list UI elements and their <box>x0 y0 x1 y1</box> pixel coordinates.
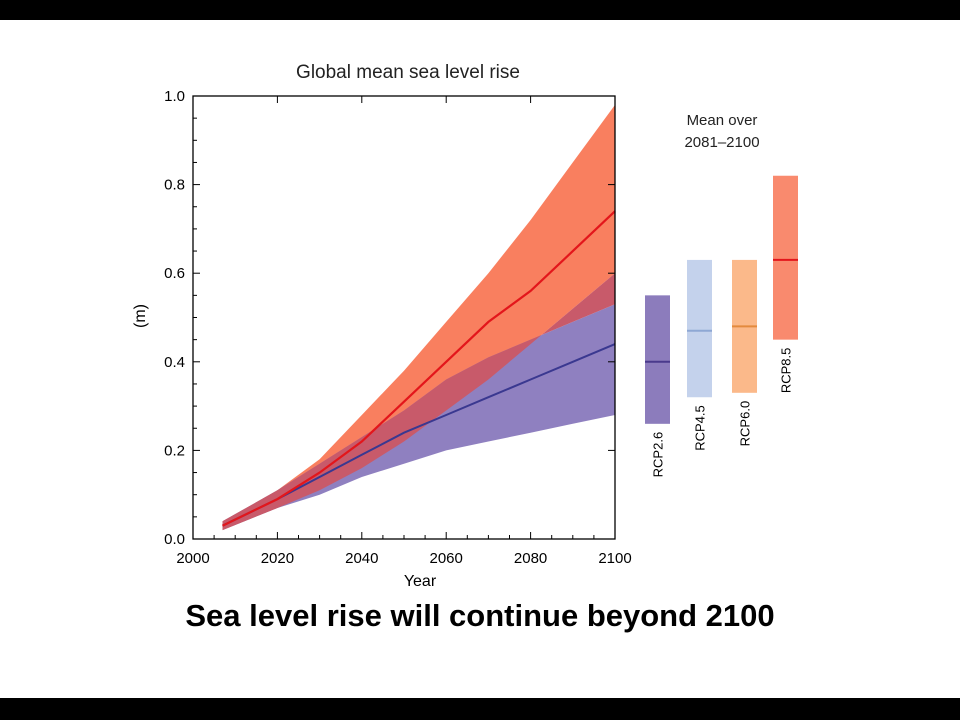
y-tick-label: 1.0 <box>164 88 185 105</box>
bands-layer <box>222 104 615 531</box>
y-tick-label: 0.2 <box>164 442 185 459</box>
scenario-range-bar <box>645 295 670 424</box>
x-tick-label: 2040 <box>345 550 378 567</box>
scenario-label: RCP6.0 <box>738 401 753 447</box>
x-axis-label: Year <box>404 573 437 590</box>
scenario-range-bar <box>687 259 712 398</box>
y-axis-label: (m) <box>132 304 149 328</box>
side-title-line1: Mean over <box>687 112 758 129</box>
bottom-letterbox <box>0 698 960 720</box>
scenario-label: RCP8.5 <box>779 348 794 394</box>
y-tick-label: 0.0 <box>164 531 185 548</box>
top-letterbox <box>0 0 960 20</box>
x-tick-label: 2100 <box>598 550 631 567</box>
scenario-bars-layer: RCP2.6 RCP4.5 RCP6.0 RCP8.5 <box>645 175 798 478</box>
x-tick-label: 2020 <box>261 550 294 567</box>
x-tick-label: 2080 <box>514 550 547 567</box>
side-title-line2: 2081–2100 <box>684 134 759 151</box>
rcp85-range-band <box>222 104 615 531</box>
overlap-band <box>222 273 615 531</box>
y-tick-label: 0.6 <box>164 265 185 282</box>
slide-caption: Sea level rise will continue beyond 2100 <box>185 598 775 633</box>
y-tick-label: 0.8 <box>164 177 185 194</box>
scenario-range-bar <box>773 175 798 340</box>
chart-title: Global mean sea level rise <box>296 62 520 83</box>
scenario-label: RCP2.6 <box>651 432 666 478</box>
scenario-label: RCP4.5 <box>693 405 708 451</box>
lines-layer <box>222 210 616 527</box>
x-tick-label: 2060 <box>430 550 463 567</box>
x-tick-label: 2000 <box>176 550 209 567</box>
axes-layer: 2000 2020 2040 2060 2080 2100 0.0 0.2 0.4 0.6 0.8 1… <box>164 88 632 567</box>
rcp85-mean-line <box>222 210 616 527</box>
y-tick-label: 0.4 <box>164 354 185 371</box>
rcp26-mean-line <box>222 343 616 527</box>
